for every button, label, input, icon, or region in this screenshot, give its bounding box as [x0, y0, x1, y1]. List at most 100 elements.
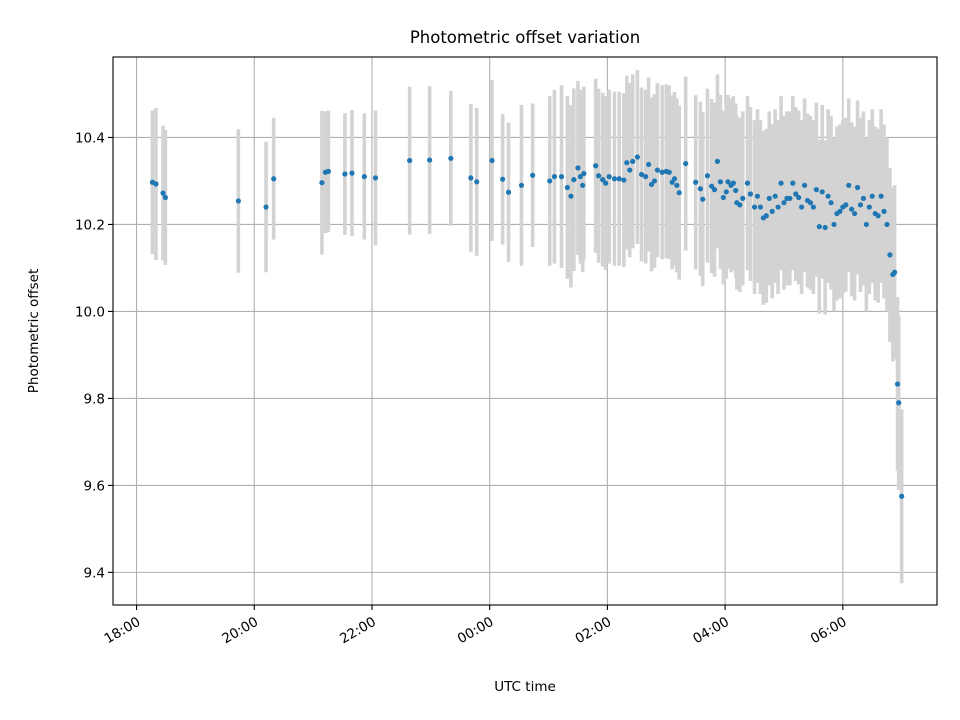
- y-axis-ticks: 9.4 9.6 9.8 10.0 10.2 10.4: [75, 130, 113, 581]
- data-point: [646, 161, 652, 168]
- data-point: [863, 221, 869, 228]
- data-point: [162, 194, 168, 201]
- data-point: [235, 198, 241, 204]
- data-point: [611, 176, 618, 182]
- data-point: [878, 193, 884, 199]
- x-tick-label: 18:00: [102, 614, 144, 647]
- data-point: [489, 157, 495, 164]
- data-point: [793, 191, 799, 197]
- data-point: [711, 187, 718, 193]
- data-point: [671, 176, 678, 182]
- data-point: [349, 170, 355, 176]
- data-point: [468, 175, 474, 181]
- data-point: [558, 174, 565, 180]
- data-point: [849, 206, 855, 212]
- x-tick-label: 20:00: [219, 614, 261, 647]
- data-point: [648, 181, 655, 188]
- x-tick-label: 00:00: [455, 614, 497, 647]
- data-point: [763, 213, 769, 219]
- data-point: [866, 204, 872, 210]
- data-point: [714, 158, 721, 164]
- data-point: [643, 174, 649, 180]
- data-point: [564, 184, 570, 191]
- data-point: [730, 180, 736, 186]
- data-point: [651, 178, 658, 184]
- data-point: [624, 160, 630, 166]
- data-point: [720, 194, 726, 201]
- data-point: [616, 176, 622, 182]
- data-point: [796, 194, 802, 201]
- data-point: [799, 204, 805, 210]
- data-point: [781, 200, 787, 206]
- data-point: [676, 190, 682, 196]
- data-point: [813, 187, 819, 193]
- data-point: [704, 173, 711, 179]
- data-point: [160, 190, 166, 196]
- data-point: [778, 180, 784, 186]
- x-tick-label: 06:00: [808, 614, 850, 647]
- data-point: [822, 224, 828, 231]
- data-point: [846, 182, 852, 188]
- data-point: [819, 189, 825, 195]
- data-point: [852, 210, 858, 217]
- data-point: [790, 180, 796, 186]
- data-point: [775, 204, 781, 210]
- data-point: [581, 170, 587, 177]
- x-tick-label: 22:00: [337, 614, 379, 647]
- data-point: [733, 187, 739, 194]
- data-point: [593, 163, 599, 169]
- data-point: [857, 202, 864, 208]
- data-point: [654, 167, 661, 173]
- data-point: [869, 193, 875, 199]
- x-tick-label: 04:00: [690, 614, 732, 647]
- data-point: [474, 179, 480, 185]
- data-points: [149, 154, 905, 499]
- x-axis-ticks: 18:00 20:00 22:00 00:00 02:00 04:00 06:00: [102, 605, 850, 647]
- chart-title: Photometric offset variation: [410, 28, 640, 47]
- plot-frame: [112, 56, 938, 606]
- data-point: [551, 174, 558, 180]
- data-point: [854, 184, 861, 191]
- data-point: [427, 157, 433, 163]
- y-tick-label: 10.0: [75, 304, 105, 320]
- data-point: [807, 200, 814, 206]
- x-tick-label: 02:00: [573, 614, 615, 647]
- data-point: [342, 171, 348, 177]
- data-point: [153, 181, 159, 187]
- data-point: [568, 193, 574, 199]
- data-point: [747, 191, 754, 197]
- data-point: [595, 173, 602, 179]
- data-point: [708, 183, 715, 189]
- data-point: [860, 195, 867, 201]
- data-point: [831, 221, 837, 228]
- data-point: [766, 195, 772, 201]
- data-point: [627, 167, 633, 173]
- data-point: [828, 200, 834, 206]
- data-point: [744, 180, 751, 186]
- data-point: [896, 400, 902, 406]
- y-tick-label: 9.4: [84, 565, 105, 581]
- data-point: [740, 195, 746, 201]
- data-point: [603, 180, 609, 186]
- data-point: [723, 189, 729, 195]
- data-point: [547, 178, 553, 184]
- data-point: [577, 174, 583, 180]
- data-point: [530, 172, 536, 178]
- data-point: [884, 221, 890, 228]
- data-point: [899, 493, 905, 499]
- data-point: [700, 196, 706, 202]
- data-point: [659, 169, 665, 175]
- data-point: [875, 213, 881, 219]
- data-point: [683, 160, 689, 167]
- y-axis-label: Photometric offset: [26, 269, 42, 393]
- data-point: [810, 204, 817, 210]
- data-point: [634, 154, 641, 160]
- data-point: [448, 155, 454, 161]
- data-point: [892, 269, 898, 275]
- data-point: [887, 252, 893, 258]
- data-point: [361, 174, 367, 180]
- data-point: [772, 193, 778, 199]
- data-point: [518, 182, 525, 188]
- data-point: [621, 177, 627, 183]
